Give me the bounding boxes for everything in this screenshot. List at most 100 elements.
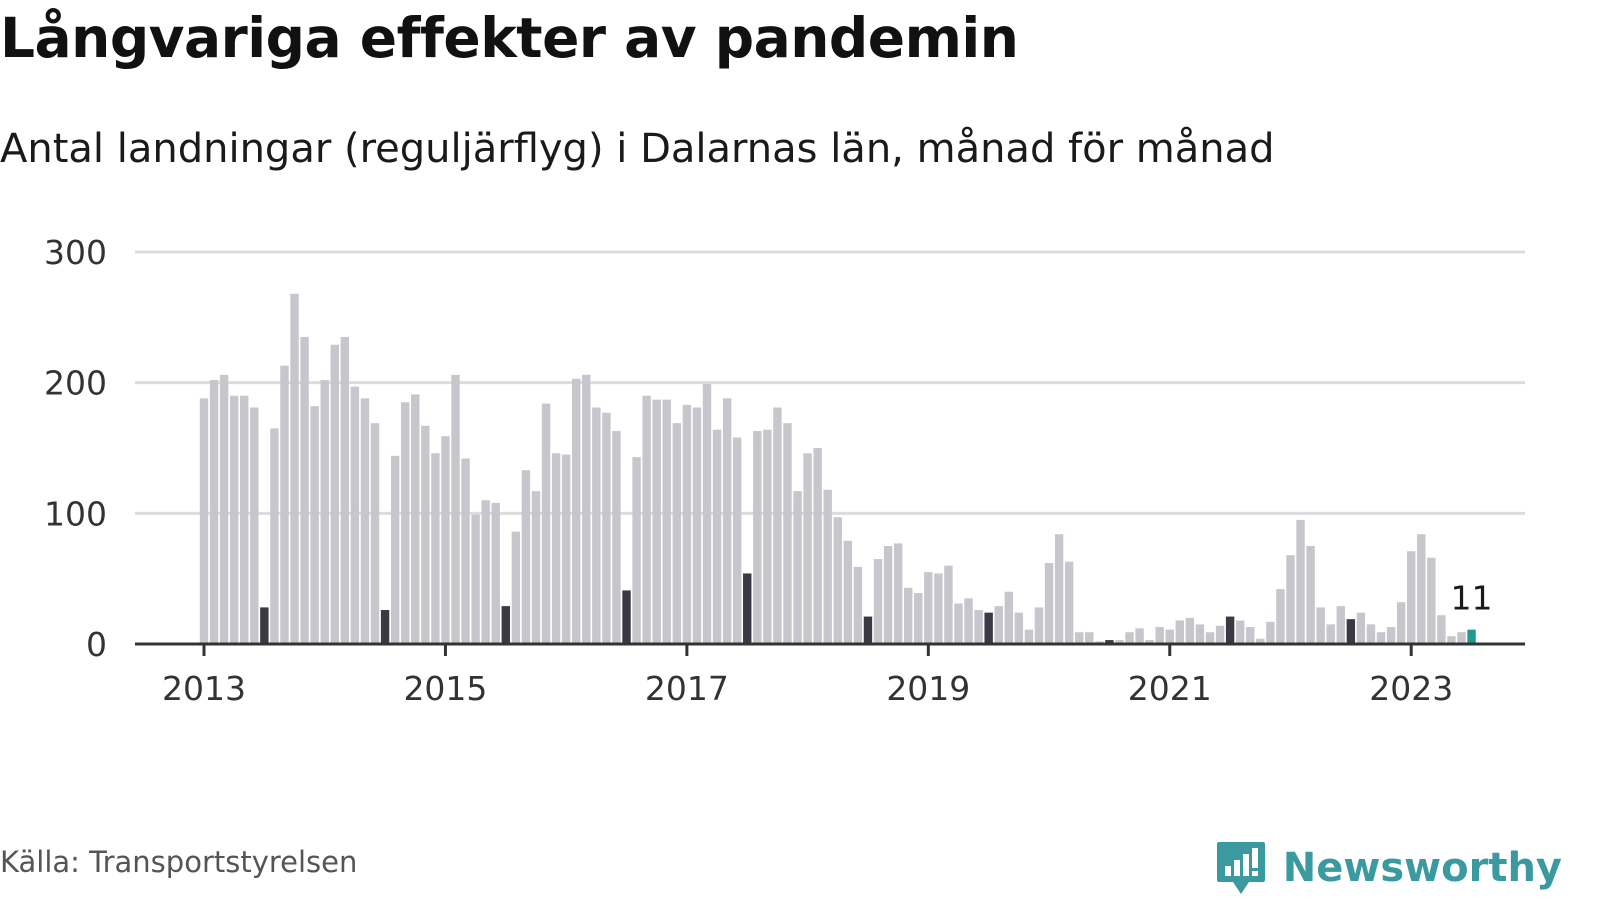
bar — [1407, 551, 1416, 644]
bar — [1105, 640, 1114, 644]
bar — [1175, 620, 1185, 644]
bar — [803, 453, 812, 644]
bar — [340, 336, 350, 644]
bar — [813, 448, 822, 644]
bar — [330, 344, 339, 644]
bar — [1427, 557, 1436, 644]
bar — [712, 429, 722, 644]
bar — [662, 399, 671, 644]
bar — [964, 598, 973, 644]
bar — [370, 423, 380, 644]
bar — [551, 453, 561, 644]
bar — [1276, 589, 1285, 644]
x-tick-label: 2013 — [162, 669, 246, 708]
bar — [1316, 607, 1325, 644]
bar — [1205, 632, 1215, 644]
bar — [1075, 632, 1084, 644]
bar — [219, 374, 229, 644]
bar — [612, 431, 621, 644]
bar — [270, 428, 279, 644]
bar — [431, 453, 440, 644]
bar — [954, 603, 963, 644]
bar — [632, 457, 641, 644]
bar — [682, 404, 692, 644]
bar — [722, 398, 732, 644]
bar — [863, 616, 873, 644]
bar — [732, 437, 742, 644]
bars — [199, 293, 1476, 644]
bar — [451, 374, 460, 644]
bar — [823, 489, 832, 644]
bar — [843, 540, 853, 644]
bar — [793, 491, 802, 644]
bar — [1346, 619, 1356, 644]
axes — [135, 642, 1525, 656]
bar — [1336, 606, 1345, 644]
bar — [1125, 632, 1134, 644]
bar — [914, 593, 923, 644]
bar — [1366, 624, 1376, 644]
bar — [411, 394, 420, 644]
chart-title: Långvariga effekter av pandemin — [0, 6, 1019, 70]
bar — [511, 531, 521, 644]
bar — [471, 514, 480, 644]
bar — [592, 407, 601, 644]
bar — [642, 395, 651, 644]
bar — [250, 407, 259, 644]
bar — [1014, 612, 1024, 644]
bar — [602, 412, 611, 644]
bar — [944, 565, 953, 644]
bar — [994, 606, 1003, 644]
bar — [893, 543, 903, 644]
x-tick-label: 2015 — [403, 669, 487, 708]
tick-labels: 0 100 200 300 2013 2015 2017 2019 2021 2023 11 — [44, 233, 1493, 708]
bar — [209, 380, 219, 644]
bar — [320, 380, 329, 644]
bar — [1286, 555, 1295, 644]
bar — [390, 455, 400, 644]
x-tick-label: 2017 — [645, 669, 729, 708]
bar — [491, 502, 500, 644]
y-tick-label: 300 — [44, 233, 107, 272]
bar — [461, 458, 470, 644]
x-tick-label: 2021 — [1128, 669, 1212, 708]
bar — [974, 610, 983, 644]
bar — [1135, 628, 1144, 644]
bar — [300, 336, 309, 644]
bar — [310, 406, 319, 644]
bar — [1044, 562, 1054, 644]
bar — [692, 407, 702, 644]
bar — [1054, 534, 1064, 644]
bar — [1386, 627, 1396, 644]
bar — [1417, 534, 1426, 644]
y-tick-label: 0 — [86, 625, 107, 664]
bar — [763, 429, 772, 644]
bar — [360, 398, 370, 644]
bar — [1145, 640, 1154, 644]
bar — [672, 423, 682, 644]
bar — [1376, 632, 1386, 644]
bar — [290, 293, 299, 644]
newsworthy-logo: Newsworthy — [1215, 840, 1562, 896]
bar — [833, 517, 842, 644]
bar — [1326, 624, 1335, 644]
bar — [1467, 629, 1476, 644]
bar — [401, 402, 410, 644]
bar — [1256, 638, 1265, 644]
bar — [1115, 640, 1124, 644]
bar — [260, 607, 269, 644]
bar — [481, 500, 490, 644]
bar — [380, 610, 390, 644]
bar — [924, 572, 933, 644]
bar — [773, 407, 782, 644]
bar — [622, 590, 631, 644]
bar — [1437, 615, 1446, 644]
bar — [1064, 561, 1074, 644]
bar — [1266, 621, 1275, 644]
bar — [572, 378, 581, 644]
bar — [541, 403, 551, 644]
bar — [873, 559, 883, 644]
source-note: Källa: Transportstyrelsen — [0, 845, 358, 879]
bar — [853, 566, 863, 644]
bar — [582, 374, 591, 644]
